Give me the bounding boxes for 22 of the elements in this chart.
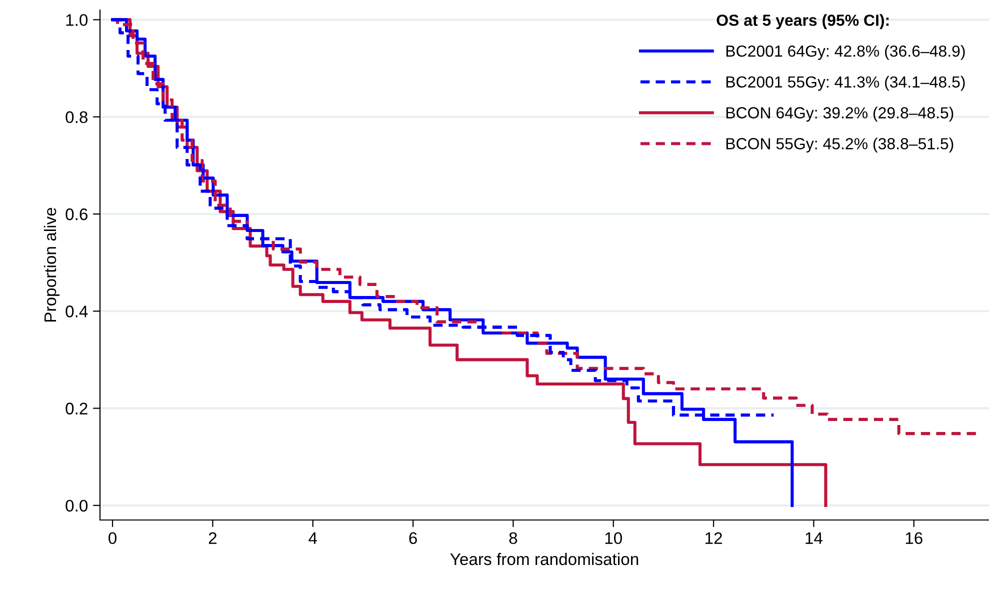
y-tick-label: 0.6 [66,208,88,220]
y-tick-label: 0.0 [66,500,88,512]
legend-label: BCON 55Gy: 45.2% (38.8–51.5) [726,138,954,153]
legend-label: BC2001 64Gy: 42.8% (36.6–48.9) [726,45,965,60]
legend-title: OS at 5 years (95% CI): [716,14,889,30]
x-tick-label: 0 [108,532,117,544]
x-axis-title: Years from randomisation [450,552,638,566]
y-tick-label: 0.4 [66,306,88,318]
y-tick-label: 0.8 [66,111,88,124]
x-tick-label: 12 [706,532,722,544]
x-tick-label: 8 [509,532,518,544]
x-tick-label: 6 [409,532,417,544]
y-tick-label: 1.0 [66,14,88,26]
legend-label: BCON 64Gy: 39.2% (29.8–48.5) [726,106,954,122]
x-tick-label: 2 [208,532,216,544]
legend-label: BC2001 55Gy: 41.3% (34.1–48.5) [726,76,965,91]
x-tick-label: 14 [806,532,822,544]
x-tick-label: 16 [906,532,922,544]
y-axis-title: Proportion alive [44,208,60,322]
x-tick-label: 4 [308,532,318,544]
x-tick-label: 10 [605,532,622,544]
y-tick-label: 0.2 [66,402,88,414]
